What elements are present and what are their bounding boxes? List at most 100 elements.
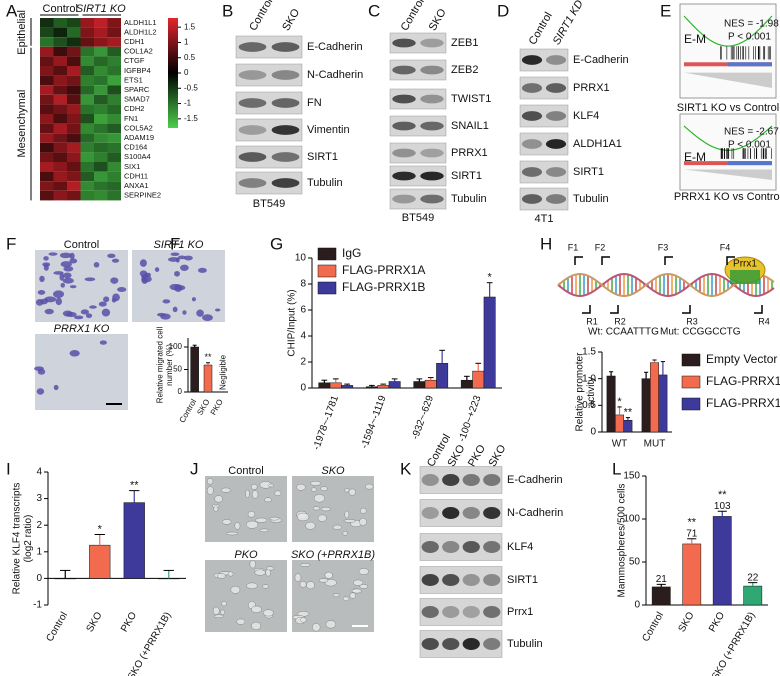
cell: [274, 490, 282, 496]
heat-cell: [80, 162, 94, 172]
heat-cell: [67, 123, 81, 134]
cell: [206, 486, 214, 495]
heat-cell: [107, 18, 121, 28]
heat-cell: [40, 104, 54, 114]
cell-line: BT549: [402, 212, 434, 224]
primer-arrow: [610, 305, 619, 314]
lane-label: Control: [399, 0, 427, 33]
cell: [182, 310, 187, 315]
x-tick-label: PKO: [707, 610, 727, 634]
blot-strip: [519, 104, 569, 128]
heat-cell: [67, 27, 81, 38]
blot-band: [545, 83, 567, 93]
cell: [169, 283, 181, 291]
heat-cell: [80, 133, 94, 143]
cell: [103, 296, 110, 303]
heat-cell: [107, 142, 121, 153]
x-tick-label: SKO: [677, 610, 697, 634]
bar: [651, 586, 671, 606]
blot-band: [392, 194, 416, 204]
heat-cell: [67, 37, 81, 47]
cell: [320, 486, 328, 492]
cell: [305, 521, 316, 530]
blot-band: [442, 606, 460, 618]
cell: [146, 272, 151, 278]
heat-cell: [80, 190, 94, 201]
cell: [332, 593, 340, 598]
blot-band: [462, 574, 480, 586]
cell: [221, 487, 231, 493]
legend-swatch: [317, 247, 337, 261]
lane-label: SKO: [486, 442, 508, 469]
x-tick-label: -1978~-1781: [311, 394, 341, 452]
panel-letter: J: [190, 459, 199, 478]
heat-cell: [107, 123, 121, 134]
y-tick-label: 1.5: [582, 347, 596, 358]
x-tick-label: MUT: [644, 439, 666, 450]
blot-band: [545, 167, 567, 177]
blot-band: [462, 606, 480, 618]
panel-letter: F: [170, 234, 180, 253]
gene-label: SIX1: [124, 162, 140, 171]
cell: [101, 308, 111, 317]
gene-set: E-M: [684, 150, 706, 164]
cell: [39, 275, 45, 283]
protein-label: PRRX1: [573, 82, 610, 94]
legend-label: FLAG-PRRX1B: [342, 280, 425, 294]
blot-band: [521, 83, 543, 93]
blot-band: [238, 178, 267, 188]
primer-label: F1: [568, 242, 579, 252]
lane-label: PKO: [466, 442, 488, 469]
cell: [344, 488, 350, 493]
x-tick-label: Control: [44, 610, 70, 643]
y-axis-label: Relative KLF4 transcripts(log2 ratio): [11, 483, 34, 595]
blot-strip: [519, 160, 569, 184]
heat-cell: [40, 46, 54, 57]
cell: [63, 272, 72, 279]
protein-label: N-Cadherin: [507, 507, 563, 519]
protein-label: SIRT1: [307, 151, 338, 163]
protein-label: KLF4: [573, 110, 599, 122]
cell: [221, 519, 232, 525]
heat-cell: [40, 18, 54, 28]
p-value: P < 0.001: [728, 32, 771, 43]
bar: [413, 381, 426, 389]
y-axis-label: CHIP/Input (%): [287, 289, 298, 356]
cell: [251, 605, 262, 613]
primer-label: F3: [658, 242, 669, 252]
blot-band: [238, 98, 267, 108]
significance: *: [98, 523, 103, 535]
y-tick-label: 100: [623, 514, 640, 525]
blot-band: [442, 541, 460, 553]
panel-letter: K: [400, 459, 412, 478]
protein-label: ZEB1: [451, 37, 479, 49]
panel-letter: C: [368, 1, 380, 20]
cell: [85, 313, 93, 319]
blot-band: [462, 638, 480, 650]
cell: [172, 306, 178, 313]
heat-cell: [94, 27, 108, 38]
heat-cell: [53, 37, 67, 47]
cell: [48, 252, 58, 256]
heat-cell: [94, 56, 108, 66]
heat-cell: [40, 171, 54, 182]
heat-cell: [80, 94, 94, 105]
y-axis-label: Mammospheres/500 cells: [617, 484, 628, 598]
blot-band: [238, 42, 267, 52]
blot-band: [442, 507, 460, 519]
blot-band: [271, 98, 300, 108]
gene-label: IGFBP4: [124, 66, 151, 75]
blot-strip: [389, 32, 447, 54]
value-label: 22: [747, 572, 759, 583]
heat-cell: [53, 123, 67, 134]
bar: [54, 578, 76, 580]
x-tick-label: -1594~-1119: [359, 394, 388, 450]
lane-label: SKO: [280, 6, 302, 33]
primer-arrow: [726, 256, 735, 265]
cell: [215, 308, 221, 312]
bar: [460, 379, 473, 389]
y-tick-label: 4: [36, 467, 42, 478]
blot-band: [545, 111, 567, 121]
cell: [52, 290, 65, 299]
blot-band: [462, 507, 480, 519]
